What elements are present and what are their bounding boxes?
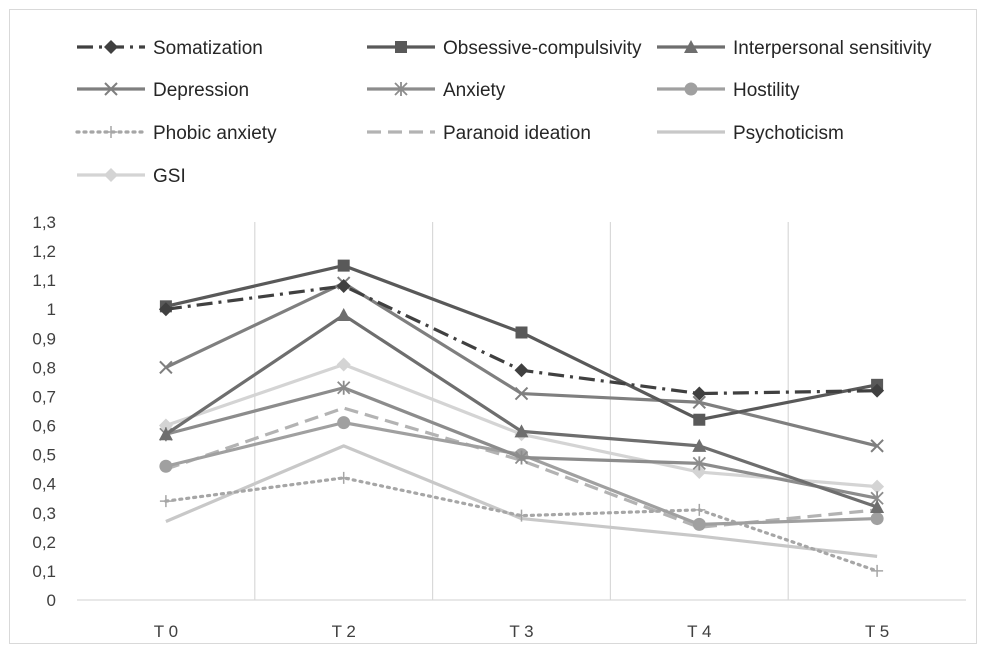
y-tick-label: 0 [47,591,56,610]
legend-item: Hostility [657,80,800,101]
data-point-marker [104,82,118,96]
data-point-marker [692,465,707,480]
series-interpersonal-sensitivity [158,308,885,513]
data-point-marker [336,278,351,293]
series-depression [159,276,884,453]
x-tick-label: T 4 [687,622,711,641]
legend-item: Depression [77,80,249,101]
data-point-marker [870,439,884,453]
y-tick-label: 0,5 [32,446,56,465]
series-anxiety [159,380,884,506]
y-tick-label: 0,9 [32,329,56,348]
y-tick-label: 1,3 [32,213,56,232]
series-lines [158,259,885,577]
legend-label: Somatization [153,38,263,59]
data-point-marker [515,509,528,522]
data-point-marker [395,41,407,53]
legend-label: Phobic anxiety [153,123,277,144]
data-point-marker [336,308,351,322]
legend-label: Obsessive-compulsivity [443,38,642,59]
y-tick-label: 0,7 [32,387,56,406]
data-point-marker [158,302,173,317]
data-point-marker [514,424,529,438]
data-point-marker [514,363,529,378]
series-somatization [158,278,885,401]
y-tick-label: 0,3 [32,504,56,523]
series-line [164,476,879,573]
legend-label: GSI [153,166,186,187]
data-point-marker [105,126,117,138]
legend-item: Interpersonal sensitivity [657,38,932,59]
data-point-marker [693,413,706,426]
y-tick-label: 1,2 [32,242,56,261]
data-point-marker [870,479,885,494]
x-tick-label: T 2 [332,622,356,641]
series-line [165,284,878,396]
legend-label: Hostility [733,80,800,101]
data-point-marker [394,82,408,96]
data-point-marker [337,380,351,395]
data-point-marker [693,503,706,516]
data-point-marker [337,259,350,272]
data-point-marker [514,386,529,401]
data-point-marker [158,427,173,441]
data-point-marker [871,564,884,577]
data-point-marker [684,82,698,96]
y-tick-label: 0,4 [32,475,56,494]
legend-item: Paranoid ideation [367,123,591,144]
data-point-marker [870,383,885,398]
data-point-marker [870,499,885,513]
series-line [165,264,878,422]
data-point-marker [159,495,172,508]
data-point-marker [159,360,173,375]
legend: Somatization Obsessive-compulsivity Interp… [75,38,932,187]
x-tick-label: T 3 [509,622,533,641]
y-tick-label: 0,2 [32,533,56,552]
legend-item: Psychoticism [657,123,844,144]
axes: 0 0,1 0,2 0,3 0,4 0,5 0,6 0,7 0,8 0,9 1 1,1 1,2 1,3 T … [32,213,966,641]
legend-label: Anxiety [443,80,506,101]
y-tick-label: 1 [47,300,56,319]
legend-label: Interpersonal sensitivity [733,38,932,59]
x-tick-label: T 5 [865,622,889,641]
data-point-marker [104,168,118,182]
legend-item: Obsessive-compulsivity [367,38,642,59]
series-obsessive-compulsivity [159,259,884,426]
y-tick-label: 1,1 [32,271,56,290]
data-point-marker [104,40,118,54]
data-point-marker [692,517,706,531]
data-point-marker [159,459,173,473]
data-point-marker [337,471,350,484]
data-point-marker [692,386,707,401]
legend-item: Anxiety [367,80,506,101]
data-point-marker [684,40,698,53]
data-point-marker [158,418,173,433]
x-tick-label: T 0 [154,622,178,641]
data-point-marker [692,395,707,409]
legend-label: Psychoticism [733,123,844,144]
data-point-marker [870,512,884,526]
legend-item: Somatization [77,38,263,59]
data-point-marker [336,357,351,372]
y-tick-label: 0,1 [32,562,56,581]
chart-frame [9,9,977,644]
data-point-marker [337,416,351,430]
y-tick-label: 0,8 [32,358,56,377]
y-tick-label: 0,6 [32,417,56,436]
legend-item: GSI [77,166,186,187]
data-point-marker [514,450,529,465]
data-point-marker [692,456,706,471]
legend-label: Depression [153,80,249,101]
data-point-marker [515,326,528,339]
series-phobic-anxiety [159,471,884,577]
legend-label: Paranoid ideation [443,123,591,144]
data-point-marker [692,438,707,452]
legend-item: Phobic anxiety [75,123,277,144]
